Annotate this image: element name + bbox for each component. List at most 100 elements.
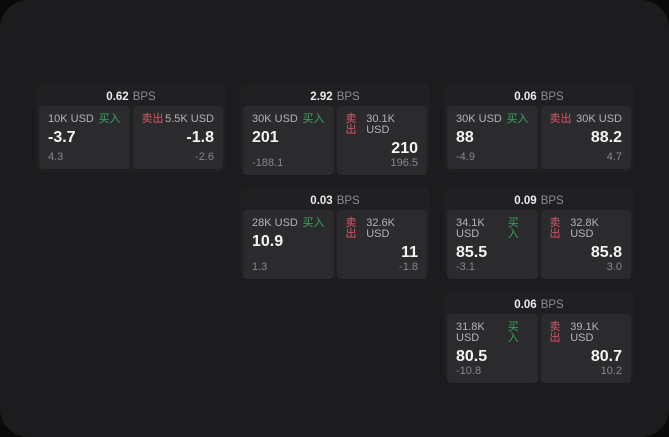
- buy-price: 201: [252, 129, 279, 146]
- bps-value: 0.06: [514, 90, 537, 103]
- sell-price: 210: [391, 140, 418, 157]
- sell-side-label: 卖出: [345, 113, 357, 136]
- buy-side-label: 买入: [506, 113, 529, 125]
- sell-side-label: 卖出: [345, 217, 357, 240]
- sell-notional: 5.5K USD: [165, 113, 214, 125]
- card-header: 0.06 BPS: [447, 295, 631, 314]
- quote-panels: 31.8K USD 买入 80.5 -10.8 卖出 39.1K USD 80.…: [447, 314, 631, 383]
- sell-price: 11: [401, 244, 418, 261]
- buy-price: 10.9: [252, 233, 284, 250]
- quote-card: 0.06 BPS 30K USD 买入 88 -4.9 卖出 30K USD 8…: [444, 84, 634, 172]
- bps-unit: BPS: [336, 90, 360, 103]
- buy-change: 1.3: [252, 260, 268, 273]
- sell-price: 80.7: [590, 348, 622, 365]
- sell-quote-panel[interactable]: 卖出 32.6K USD 11 -1.8: [336, 210, 427, 279]
- sell-panel-top: 卖出 32.6K USD: [346, 218, 419, 240]
- buy-quote-panel[interactable]: 30K USD 买入 88 -4.9: [447, 106, 538, 169]
- sell-side-label: 卖出: [549, 113, 572, 125]
- buy-side-label: 买入: [507, 217, 519, 240]
- sell-quote-panel[interactable]: 卖出 39.1K USD 80.7 10.2: [540, 314, 631, 383]
- card-header: 0.09 BPS: [447, 191, 631, 210]
- buy-side-label: 买入: [302, 217, 325, 229]
- sell-change: 3.0: [606, 260, 622, 273]
- quote-card: 0.03 BPS 28K USD 买入 10.9 1.3 卖出 32.6K US…: [240, 188, 430, 279]
- buy-notional: 28K USD: [252, 217, 298, 229]
- buy-side-label: 买入: [98, 113, 121, 125]
- buy-change: 4.3: [48, 151, 64, 163]
- bps-value: 0.62: [106, 90, 129, 103]
- card-header: 0.03 BPS: [243, 191, 427, 210]
- sell-panel-top: 卖出 5.5K USD: [142, 114, 215, 125]
- quote-panels: 10K USD 买入 -3.7 4.3 卖出 5.5K USD -1.8 -2.…: [39, 106, 223, 169]
- sell-panel-top: 卖出 32.8K USD: [550, 218, 623, 240]
- sell-price: 88.2: [590, 129, 622, 146]
- sell-quote-panel[interactable]: 卖出 30.1K USD 210 196.5: [336, 106, 427, 175]
- quote-panels: 28K USD 买入 10.9 1.3 卖出 32.6K USD 11 -1.8: [243, 210, 427, 279]
- sell-notional: 39.1K USD: [570, 321, 599, 344]
- bps-unit: BPS: [336, 194, 360, 207]
- buy-price: 88: [456, 129, 474, 146]
- buy-notional: 10K USD: [48, 113, 94, 125]
- quote-panels: 30K USD 买入 201 -188.1 卖出 30.1K USD 210 1…: [243, 106, 427, 175]
- sell-change: 196.5: [390, 156, 418, 169]
- card-header: 0.06 BPS: [447, 87, 631, 106]
- sell-change: -1.8: [399, 260, 418, 273]
- sell-quote-panel[interactable]: 卖出 32.8K USD 85.8 3.0: [540, 210, 631, 279]
- sell-panel-top: 卖出 30K USD: [550, 114, 623, 125]
- quote-card: 0.09 BPS 34.1K USD 买入 85.5 -3.1 卖出 32.8K…: [444, 188, 634, 279]
- buy-quote-panel[interactable]: 10K USD 买入 -3.7 4.3: [39, 106, 130, 169]
- sell-side-label: 卖出: [549, 321, 561, 344]
- buy-panel-top: 30K USD 买入: [456, 114, 529, 125]
- buy-side-label: 买入: [302, 113, 325, 125]
- buy-change: -4.9: [456, 151, 475, 163]
- buy-change: -3.1: [456, 260, 475, 273]
- sell-change: -2.6: [195, 151, 214, 163]
- sell-change: 10.2: [600, 364, 622, 377]
- sell-price: 85.8: [590, 244, 622, 261]
- buy-quote-panel[interactable]: 28K USD 买入 10.9 1.3: [243, 210, 334, 279]
- bps-unit: BPS: [132, 90, 156, 103]
- quote-card: 0.06 BPS 31.8K USD 买入 80.5 -10.8 卖出 39.1…: [444, 292, 634, 383]
- buy-panel-top: 34.1K USD 买入: [456, 218, 529, 240]
- buy-price: 85.5: [456, 244, 488, 261]
- buy-panel-top: 10K USD 买入: [48, 114, 121, 125]
- sell-notional: 30K USD: [576, 113, 622, 125]
- buy-quote-panel[interactable]: 34.1K USD 买入 85.5 -3.1: [447, 210, 538, 279]
- buy-panel-top: 30K USD 买入: [252, 114, 325, 125]
- buy-panel-top: 31.8K USD 买入: [456, 322, 529, 344]
- bps-unit: BPS: [540, 194, 564, 207]
- bps-value: 2.92: [310, 90, 333, 103]
- sell-side-label: 卖出: [141, 113, 164, 125]
- buy-quote-panel[interactable]: 30K USD 买入 201 -188.1: [243, 106, 334, 175]
- sell-panel-top: 卖出 30.1K USD: [346, 114, 419, 136]
- buy-notional: 31.8K USD: [456, 321, 485, 344]
- quote-card: 2.92 BPS 30K USD 买入 201 -188.1 卖出 30.1K …: [240, 84, 430, 175]
- sell-price: -1.8: [186, 129, 214, 146]
- sell-quote-panel[interactable]: 卖出 30K USD 88.2 4.7: [540, 106, 631, 169]
- sell-notional: 30.1K USD: [366, 113, 395, 136]
- sell-notional: 32.6K USD: [366, 217, 395, 240]
- buy-panel-top: 28K USD 买入: [252, 218, 325, 229]
- buy-notional: 30K USD: [252, 113, 298, 125]
- buy-change: -188.1: [252, 156, 284, 169]
- buy-side-label: 买入: [507, 321, 519, 344]
- quote-card: 0.62 BPS 10K USD 买入 -3.7 4.3 卖出 5.5K USD…: [36, 84, 226, 172]
- bps-value: 0.09: [514, 194, 537, 207]
- buy-notional: 30K USD: [456, 113, 502, 125]
- sell-notional: 32.8K USD: [570, 217, 599, 240]
- sell-side-label: 卖出: [549, 217, 561, 240]
- buy-price: -3.7: [48, 129, 76, 146]
- quote-panels: 30K USD 买入 88 -4.9 卖出 30K USD 88.2 4.7: [447, 106, 631, 169]
- quote-panels: 34.1K USD 买入 85.5 -3.1 卖出 32.8K USD 85.8…: [447, 210, 631, 279]
- buy-change: -10.8: [456, 364, 482, 377]
- buy-price: 80.5: [456, 348, 488, 365]
- buy-quote-panel[interactable]: 31.8K USD 买入 80.5 -10.8: [447, 314, 538, 383]
- card-header: 2.92 BPS: [243, 87, 427, 106]
- bps-unit: BPS: [540, 90, 564, 103]
- bps-unit: BPS: [540, 298, 564, 311]
- sell-panel-top: 卖出 39.1K USD: [550, 322, 623, 344]
- bps-value: 0.03: [310, 194, 333, 207]
- sell-quote-panel[interactable]: 卖出 5.5K USD -1.8 -2.6: [132, 106, 223, 169]
- cards-grid: 0.62 BPS 10K USD 买入 -3.7 4.3 卖出 5.5K USD…: [36, 84, 634, 383]
